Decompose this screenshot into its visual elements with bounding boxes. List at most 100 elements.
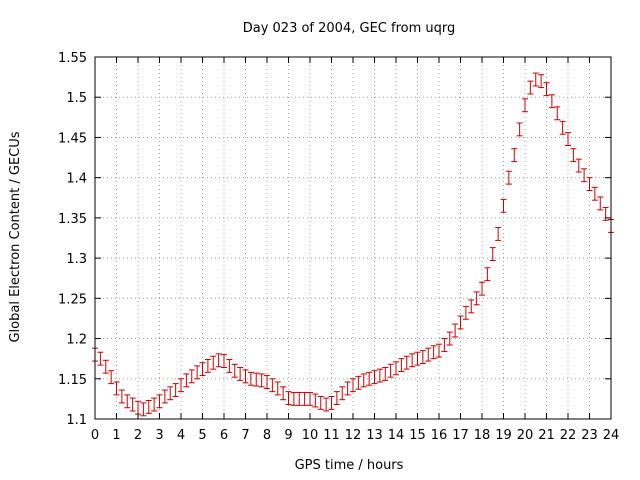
error-bar-point	[333, 391, 340, 406]
y-tick-label: 1.25	[58, 292, 87, 307]
error-bar-point	[366, 371, 373, 386]
error-bar-point	[382, 367, 389, 381]
error-bar-point	[479, 281, 485, 296]
error-bar-point	[511, 148, 518, 163]
y-tick-label: 1.55	[58, 51, 87, 66]
error-bar-point	[221, 354, 227, 369]
error-bar-point	[495, 227, 502, 241]
error-bar-point	[468, 299, 475, 314]
error-bar-point	[350, 378, 356, 393]
error-bar-point	[215, 353, 222, 368]
error-bar-point	[473, 291, 480, 306]
error-bar-point	[570, 148, 577, 163]
error-bar-point	[565, 132, 571, 146]
error-bar-point	[231, 363, 238, 378]
error-bar-point	[538, 74, 545, 89]
x-tick-label: 5	[198, 428, 206, 443]
error-bar-point	[301, 391, 308, 406]
x-tick-label: 11	[323, 428, 340, 443]
x-tick-label: 15	[409, 428, 426, 443]
error-bar-point	[398, 358, 405, 373]
error-bar-point	[210, 355, 217, 370]
error-bar-point	[124, 394, 131, 409]
error-bar-point	[575, 158, 582, 173]
error-bar-point	[285, 391, 292, 406]
error-bar-point	[140, 402, 147, 417]
y-axis-label: Global Electron Content / GECUs	[8, 131, 23, 342]
error-bar-point	[102, 359, 109, 374]
error-bar-point	[156, 394, 163, 409]
y-tick-label: 1.3	[66, 252, 87, 267]
y-tick-label: 1.2	[66, 333, 87, 348]
error-bar-point	[242, 369, 249, 384]
error-bar-point	[532, 72, 539, 87]
error-bar-point	[183, 373, 190, 388]
x-tick-label: 4	[177, 428, 185, 443]
error-bar-point	[204, 358, 211, 373]
error-bar-point	[484, 267, 491, 282]
error-bar-point	[409, 353, 416, 368]
error-bar-point	[344, 381, 351, 396]
error-bar-point	[172, 383, 179, 397]
error-bar-point	[237, 367, 244, 381]
error-bar-point	[360, 373, 367, 388]
error-bar-point	[403, 355, 410, 370]
error-bar-point	[516, 122, 523, 137]
error-bar-point	[253, 372, 260, 387]
x-tick-label: 12	[345, 428, 362, 443]
error-bar-point	[548, 94, 555, 109]
error-bar-point	[355, 375, 362, 390]
error-bar-point	[323, 397, 330, 412]
y-tick-label: 1.45	[58, 131, 87, 146]
y-tick-label: 1.1	[66, 413, 87, 428]
error-bar-point	[376, 368, 383, 383]
error-bar-point	[489, 247, 496, 262]
error-bar-point	[522, 98, 528, 113]
error-bar-point	[317, 395, 324, 410]
y-tick-label: 1.15	[58, 373, 87, 388]
x-tick-label: 23	[581, 428, 598, 443]
y-tick-label: 1.5	[66, 91, 87, 106]
axis-ticks	[94, 56, 612, 420]
error-bar-point	[274, 381, 281, 396]
gec-series	[92, 72, 614, 417]
x-tick-label: 14	[388, 428, 405, 443]
x-tick-label: 1	[112, 428, 120, 443]
error-bar-point	[290, 391, 297, 406]
grid-lines	[95, 57, 611, 419]
error-bar-point	[312, 393, 319, 408]
error-bar-point	[97, 351, 104, 366]
error-bar-point	[586, 177, 593, 192]
x-tick-label: 16	[431, 428, 448, 443]
error-bar-point	[543, 82, 550, 97]
error-bar-point	[151, 397, 158, 412]
error-bar-point	[371, 370, 378, 385]
x-axis-label: GPS time / hours	[295, 458, 404, 473]
error-bar-point	[108, 370, 115, 385]
error-bar-point	[527, 80, 534, 95]
error-bar-point	[597, 196, 604, 211]
x-tick-label: 2	[134, 428, 142, 443]
error-bar-point	[264, 375, 270, 389]
error-bar-point	[419, 350, 426, 364]
error-bar-point	[441, 338, 448, 352]
error-bar-point	[581, 168, 588, 183]
error-bar-point	[307, 391, 313, 406]
error-bar-point	[247, 371, 254, 386]
x-tick-label: 20	[517, 428, 534, 443]
error-bar-point	[194, 365, 201, 380]
x-tick-label: 17	[452, 428, 469, 443]
x-tick-label: 7	[241, 428, 249, 443]
error-bar-point	[113, 381, 120, 396]
x-tick-label: 6	[220, 428, 228, 443]
error-bar-point	[167, 386, 174, 401]
axis-tick-labels: 0 1 2 3 4 5 6 7 8 9 10 11 12 13 14 15 16 17 18 19 20 21 22 23 24…	[58, 51, 619, 443]
error-bar-point	[452, 323, 459, 338]
error-bar-point	[129, 397, 136, 412]
error-bar-point	[328, 395, 335, 410]
error-bar-point	[161, 389, 168, 404]
x-tick-label: 21	[538, 428, 555, 443]
error-bar-point	[393, 361, 399, 376]
